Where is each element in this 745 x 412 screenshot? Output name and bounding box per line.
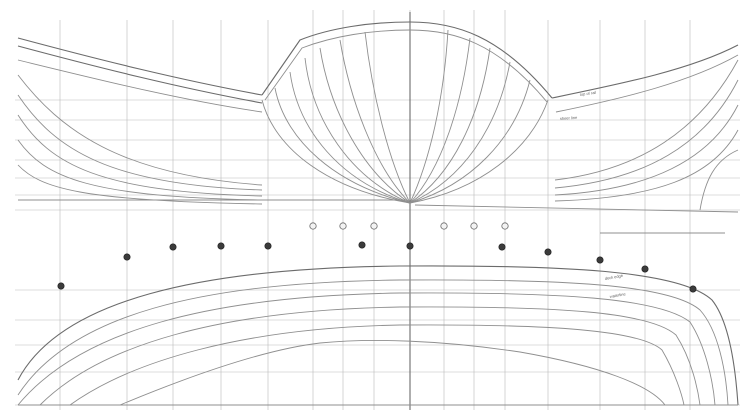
body-plan-aft — [262, 32, 410, 203]
section-marker — [471, 223, 477, 229]
station-marker — [690, 286, 696, 292]
section-markers-light — [310, 223, 508, 229]
label-deck-edge: deck edge — [604, 273, 624, 281]
station-marker — [499, 244, 505, 250]
section-marker — [310, 223, 316, 229]
label-top-of-rail: top of rail — [579, 90, 596, 97]
waterline-grid — [15, 100, 740, 405]
sheer-profile — [18, 22, 738, 112]
plan-view-waterlines — [18, 266, 738, 405]
body-plan-fore — [410, 30, 548, 203]
section-marker — [502, 223, 508, 229]
label-waterline: waterline — [609, 291, 626, 299]
station-marker — [597, 257, 603, 263]
station-marker — [407, 243, 413, 249]
station-marker — [265, 243, 271, 249]
section-marker — [371, 223, 377, 229]
stern-lines-right — [415, 60, 738, 233]
station-marker — [170, 244, 176, 250]
station-marker — [545, 249, 551, 255]
station-marker — [58, 283, 64, 289]
station-marker — [359, 242, 365, 248]
station-marker — [124, 254, 130, 260]
station-marker — [642, 266, 648, 272]
bow-lines-left — [18, 75, 405, 204]
station-marker — [218, 243, 224, 249]
section-marker — [340, 223, 346, 229]
section-marker — [441, 223, 447, 229]
